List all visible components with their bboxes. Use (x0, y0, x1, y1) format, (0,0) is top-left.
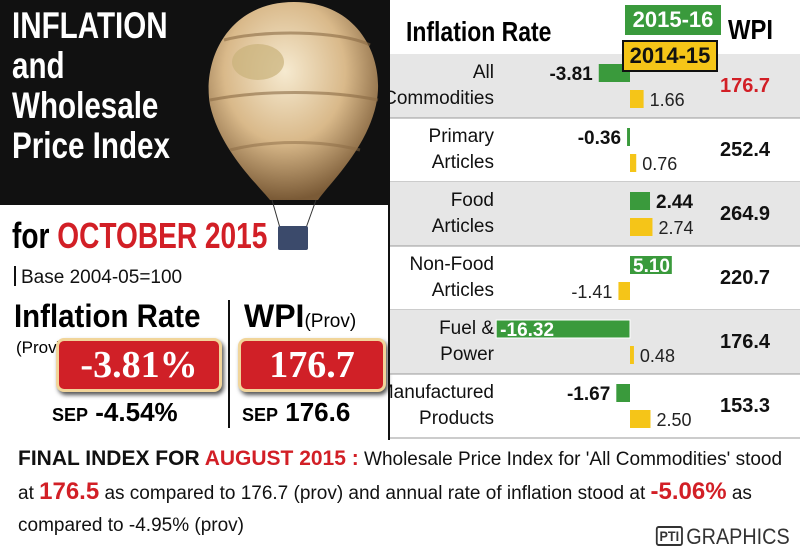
inflation-rate-badge: -3.81% (56, 338, 222, 392)
row-band-all-commodities (390, 54, 800, 118)
category-label-fuel-and-power: Power (440, 344, 495, 365)
wpi-heading-text: WPI (244, 298, 305, 334)
category-label-all-commodities: All (473, 62, 494, 83)
category-label-manufactured-products: Products (419, 408, 494, 429)
bar-2015-16-manufactured-products (616, 384, 630, 402)
category-label-food-articles: Articles (432, 216, 494, 237)
wpi-value-fuel-and-power: 176.4 (720, 331, 771, 353)
wpi-value-primary-articles: 252.4 (720, 139, 771, 161)
bar-2015-16-non-food-articles (630, 256, 672, 274)
row-band-food-articles (390, 182, 800, 246)
data-label-2015-16-primary-articles: -0.36 (578, 128, 621, 149)
period-heading: for OCTOBER 2015 (12, 215, 267, 257)
final-text-1: Wholesale Price Index for 'All Commoditi… (18, 449, 783, 504)
bar-2015-16-primary-articles (627, 128, 630, 146)
category-label-primary-articles: Articles (432, 152, 494, 173)
wpi-heading: WPI(Prov) (244, 298, 356, 335)
credit-text: GRAPHICS (686, 524, 790, 549)
legend-2015-16: 2015-16 (624, 4, 722, 36)
wpi-column-header: WPI (728, 14, 773, 45)
wpi-sep-number: 176.6 (285, 397, 351, 427)
data-label-2014-15-primary-articles: 0.76 (642, 154, 677, 174)
data-label-2015-16-all-commodities: -3.81 (549, 64, 593, 85)
category-label-primary-articles: Primary (429, 126, 495, 147)
final-index-heading: FINAL INDEX FOR (18, 447, 205, 470)
inflation-rate-heading: Inflation Rate (14, 298, 201, 334)
period-month: OCTOBER 2015 (57, 215, 268, 256)
data-label-2015-16-non-food-articles: 5.10 (633, 256, 670, 277)
bar-2015-16-food-articles (630, 192, 651, 210)
main-title: INFLATION and Wholesale Price Index (12, 5, 170, 166)
summary-divider (228, 300, 230, 428)
wpi-value-all-commodities: 176.7 (720, 75, 770, 97)
bar-2015-16-fuel-and-power (495, 319, 631, 339)
inflation-sep-label: SEP (52, 405, 89, 425)
base-bar-divider (14, 266, 16, 286)
data-label-2014-15-non-food-articles: -1.41 (571, 282, 612, 302)
currency-balloon-illustration (208, 2, 379, 250)
final-wpi-value: 176.5 (39, 478, 100, 505)
data-label-2015-16-food-articles: 2.44 (656, 192, 693, 213)
data-label-2014-15-food-articles: 2.74 (658, 218, 693, 238)
inflation-sep-value: SEP -4.54% (52, 397, 178, 428)
pti-logo: PTI (656, 526, 683, 546)
bar-2014-15-food-articles (630, 218, 653, 236)
data-label-2015-16-fuel-and-power: -16.32 (500, 320, 554, 341)
final-inflation-value: -5.06% (650, 478, 727, 505)
bar-2014-15-non-food-articles (618, 282, 630, 300)
final-index-month: AUGUST 2015 : (204, 447, 359, 470)
wpi-badge: 176.7 (238, 338, 386, 392)
final-text-3: as compared to -4.95% (prov) (18, 483, 752, 536)
bar-2014-15-all-commodities (630, 90, 644, 108)
base-text: Base 2004-05=100 (21, 267, 183, 288)
inflation-sep-number: -4.54% (95, 397, 178, 427)
wpi-sep-value: SEP 176.6 (242, 397, 350, 428)
category-label-all-commodities: Commodities (390, 88, 494, 109)
bar-2014-15-fuel-and-power (630, 346, 634, 364)
legend-2014-15: 2014-15 (622, 40, 718, 72)
wpi-value-manufactured-products: 153.3 (720, 395, 770, 417)
wpi-prov-label: (Prov) (304, 311, 357, 332)
bar-2014-15-manufactured-products (630, 410, 651, 428)
base-year-note: Base 2004-05=100 (14, 266, 182, 289)
data-label-2014-15-all-commodities: 1.66 (650, 90, 685, 110)
inflation-bar-chart: All Commodities -3.81 1.66 176.7 Primary Artic… (390, 54, 800, 439)
wpi-sep-label: SEP (242, 405, 279, 425)
wpi-value-food-articles: 264.9 (720, 203, 770, 225)
credit-line: PTI GRAPHICS (656, 524, 790, 550)
wpi-value-non-food-articles: 220.7 (720, 267, 770, 289)
final-index-note: FINAL INDEX FOR AUGUST 2015 : Wholesale … (18, 443, 790, 542)
inflation-chart-panel: All Commodities -3.81 1.66 176.7 Primary Artic… (388, 0, 800, 440)
chart-title: Inflation Rate (406, 16, 552, 47)
for-prefix: for (12, 215, 58, 256)
final-text-2: as compared to 176.7 (prov) and annual r… (99, 483, 651, 504)
category-label-food-articles: Food (451, 190, 494, 211)
category-label-non-food-articles: Articles (432, 280, 494, 301)
data-label-2014-15-fuel-and-power: 0.48 (640, 346, 675, 366)
category-label-manufactured-products: Manufactured (390, 382, 494, 403)
data-label-2014-15-manufactured-products: 2.50 (657, 410, 692, 430)
bar-2014-15-primary-articles (630, 154, 637, 172)
category-label-fuel-and-power: Fuel & (439, 318, 494, 339)
inflation-prov-label: (Prov) (16, 338, 63, 357)
category-label-non-food-articles: Non-Food (410, 254, 495, 275)
data-label-2015-16-manufactured-products: -1.67 (567, 384, 610, 405)
